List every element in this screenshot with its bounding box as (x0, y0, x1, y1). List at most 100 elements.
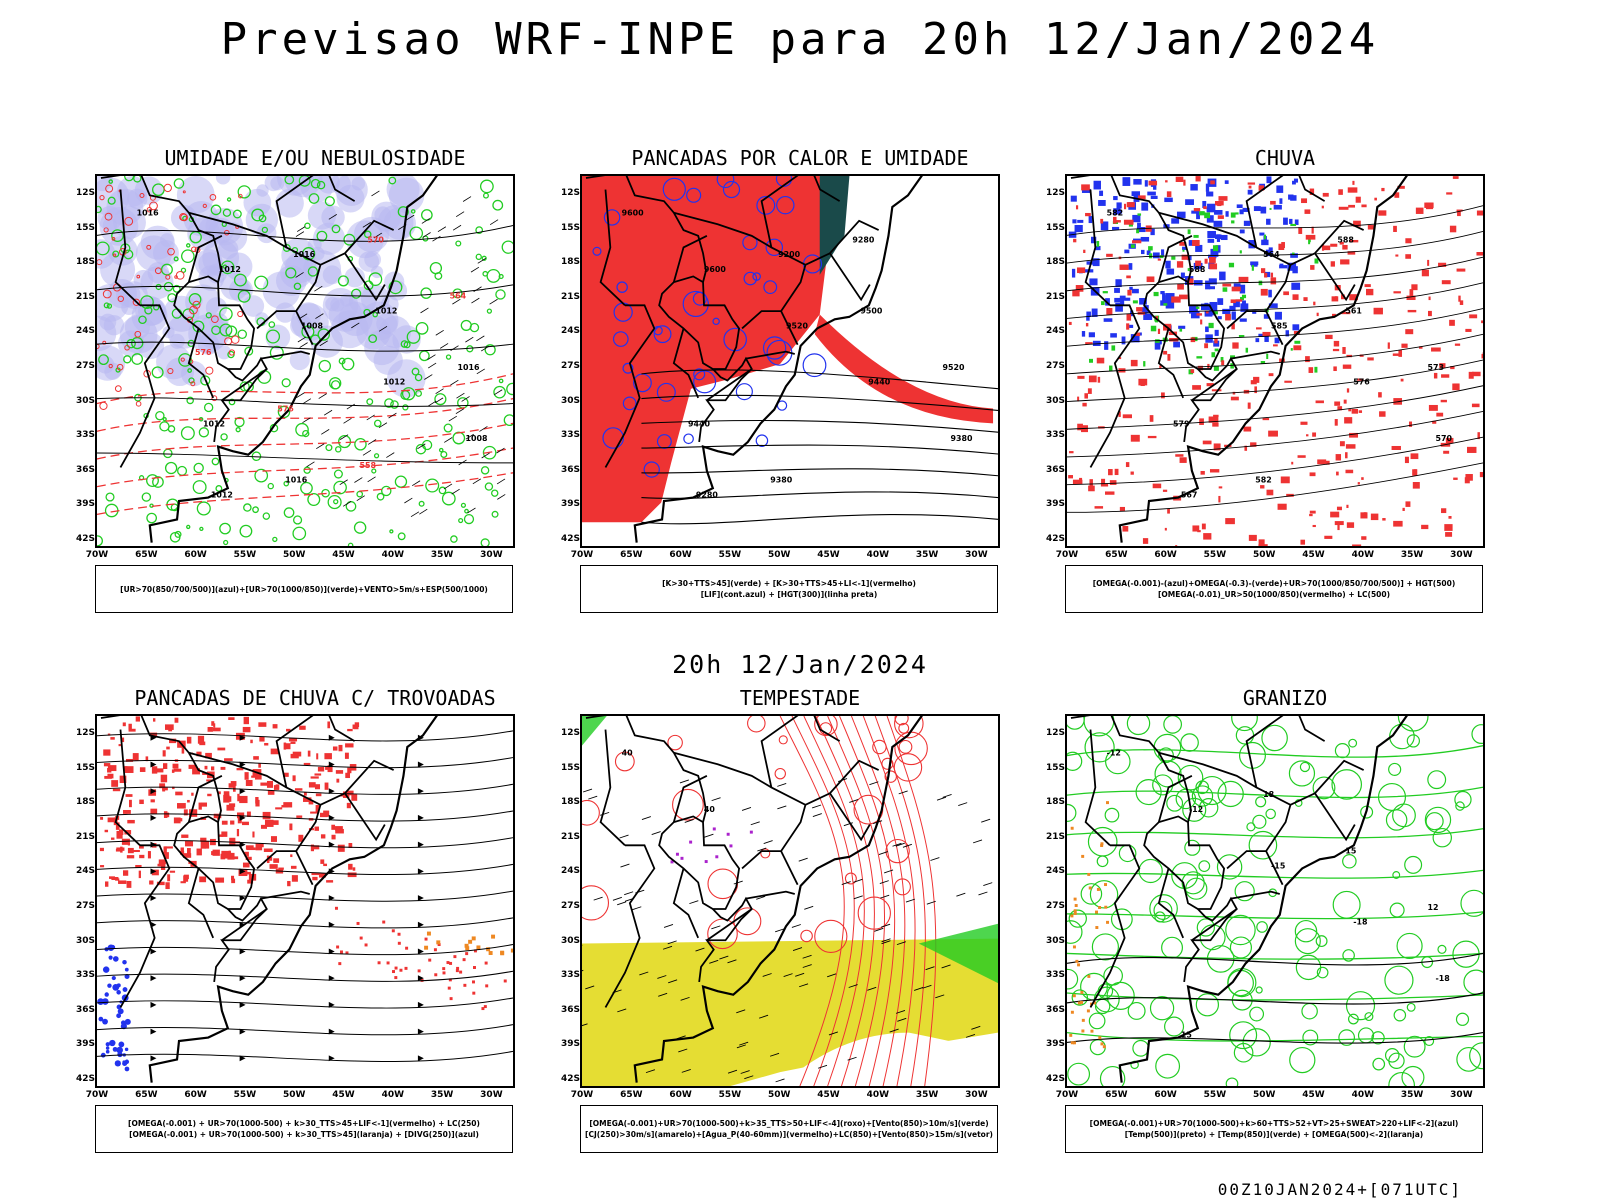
contour-label: 579 (1173, 419, 1190, 428)
longitude-label: 45W (817, 550, 840, 560)
latitude-label: 21S (75, 831, 95, 842)
latitude-label: 33S (1045, 430, 1065, 441)
longitude-label: 30W (965, 550, 988, 560)
latitude-label: 42S (75, 534, 95, 544)
contour-label: 1012 (383, 378, 405, 387)
contour-label: 40 (622, 749, 634, 758)
contour-label: 15 (1181, 1031, 1192, 1040)
latitude-label: 27S (560, 901, 580, 911)
panel-chuva: CHUVA 582 588 585 576 570 567 564 561 573 579 582 58… (1035, 146, 1535, 636)
contour-label: 570 (1435, 434, 1452, 443)
contour-label: 15 (1345, 847, 1356, 856)
contour-label: 567 (1181, 491, 1198, 500)
longitude-label: 45W (1302, 550, 1325, 560)
contour-label: 1008 (301, 321, 324, 330)
longitude-label: 60W (1154, 550, 1177, 560)
contour-label: 576 (277, 404, 294, 413)
latitude-label: 12S (560, 188, 580, 198)
latitude-label: 24S (560, 866, 580, 877)
contour-label: 12 (1428, 903, 1439, 912)
contour-label: -15 (1271, 861, 1285, 870)
latitude-label: 18S (75, 797, 95, 808)
longitude-label: 40W (381, 550, 405, 560)
longitude-label: 60W (184, 550, 207, 560)
contour-label: 9600 (622, 209, 645, 218)
latitude-label: 15S (75, 762, 95, 773)
panel-title: PANCADAS DE CHUVA C/ TROVOADAS (134, 686, 496, 710)
contour-label: 1016 (285, 476, 308, 485)
legend-line: [CJ(250)>30m/s](amarelo)+[Agua_P(40-60mm… (585, 1130, 993, 1139)
legend-line: [OMEGA(-0.001)+UR>70(1000-500)+k>35_TTS>… (589, 1119, 989, 1128)
longitude-label: 70W (570, 550, 594, 560)
panel-legend: [OMEGA(-0.001)+UR>70(1000-500)+k>60+TTS>… (1065, 1105, 1483, 1153)
latitude-label: 39S (560, 499, 580, 510)
longitude-label: 60W (669, 550, 692, 560)
panel-legend: [UR>70(850/700/500)](azul)+[UR>70(1000/8… (95, 565, 513, 613)
latitude-label: 33S (560, 430, 580, 441)
legend-line: [UR>70(850/700/500)](azul)+[UR>70(1000/8… (120, 584, 488, 594)
contour-label: 564 (1263, 250, 1280, 259)
longitude-label: 70W (1055, 550, 1079, 560)
contour-label: 1012 (375, 307, 397, 316)
contour-label: -18 (1353, 918, 1368, 927)
longitude-label: 30W (480, 1090, 503, 1100)
panel-title: TEMPESTADE (739, 686, 861, 710)
latitude-label: 12S (75, 728, 95, 738)
panel-tempestade: TEMPESTADE 40 40 12S 15S 18S 21S 24S 27S 30S 33S 36… (550, 686, 1050, 1176)
latitude-label: 27S (1045, 361, 1065, 371)
longitude-label: 65W (135, 550, 158, 560)
longitude-label: 30W (1450, 1090, 1473, 1100)
latitude-label: 30S (75, 395, 95, 406)
panel-legend: [OMEGA(-0.001)+UR>70(1000-500)+k>35_TTS>… (580, 1105, 998, 1153)
contour-label: 9440 (868, 378, 891, 387)
latitude-label: 21S (560, 291, 580, 302)
contour-label: 1012 (219, 265, 241, 274)
latitude-label: 30S (560, 935, 580, 946)
contour-label: -18 (1435, 974, 1450, 983)
contour-label: 588 (1189, 265, 1206, 274)
latitude-label: 30S (560, 395, 580, 406)
longitude-label: 60W (184, 1090, 207, 1100)
longitude-label: 50W (767, 550, 791, 560)
panel-pancadas-calor: PANCADAS POR CALOR E UMIDADE 9600 9600 9520… (550, 146, 1050, 636)
contour-label: 1012 (203, 419, 225, 428)
longitude-label: 45W (332, 550, 355, 560)
latitude-label: 15S (1045, 762, 1065, 773)
contour-label: 9200 (778, 250, 801, 259)
legend-line: [LIF](cont.azul) + [HGT(300)](linha pret… (700, 590, 878, 599)
contour-label: 9520 (786, 321, 809, 330)
forecast-map: 40 40 (580, 714, 1000, 1088)
contour-label: 582 (1255, 476, 1272, 485)
panel-umidade: UMIDADE E/OU NEBULOSIDADE 1016 1012 1008 101… (65, 146, 565, 636)
latitude-label: 30S (75, 935, 95, 946)
longitude-label: 50W (282, 550, 306, 560)
panel-title: UMIDADE E/OU NEBULOSIDADE (164, 146, 466, 170)
longitude-label: 65W (620, 550, 643, 560)
longitude-label: 50W (1252, 1090, 1276, 1100)
latitude-label: 15S (1045, 222, 1065, 233)
latitude-label: 18S (75, 257, 95, 268)
contour-label: 588 (1337, 235, 1354, 244)
legend-line: [Temp(500)](preto) + [Temp(850)](verde) … (1124, 1130, 1424, 1139)
longitude-label: 40W (381, 1090, 405, 1100)
contour-label: 9500 (860, 307, 883, 316)
contour-label: 1008 (465, 434, 488, 443)
longitude-label: 40W (1351, 550, 1375, 560)
latitude-label: 33S (560, 970, 580, 981)
mid-title: 20h 12/Jan/2024 (672, 650, 928, 679)
longitude-label: 55W (1203, 550, 1227, 560)
longitude-label: 55W (718, 1090, 742, 1100)
latitude-label: 27S (75, 361, 95, 371)
panel-legend: [OMEGA(-0.001)-(azul)+OMEGA(-0.3)-(verde… (1065, 565, 1483, 613)
legend-line: [OMEGA(-0.001)-(azul)+OMEGA(-0.3)-(verde… (1092, 579, 1456, 588)
longitude-label: 50W (767, 1090, 791, 1100)
latitude-label: 27S (75, 901, 95, 911)
panel-title: CHUVA (1254, 146, 1316, 170)
longitude-label: 65W (1105, 1090, 1128, 1100)
panel-trovoadas: PANCADAS DE CHUVA C/ TROVOADAS 12S 15S 18S 2… (65, 686, 565, 1176)
latitude-label: 15S (560, 762, 580, 773)
contour-label: 1016 (293, 250, 316, 259)
latitude-label: 30S (1045, 395, 1065, 406)
forecast-map: 9600 9600 9520 9440 9380 9280 9200 9500 9520 9440… (580, 174, 1000, 548)
legend-line: [OMEGA(-0.001) + UR>70(1000-500) + k>30_… (129, 1130, 479, 1139)
